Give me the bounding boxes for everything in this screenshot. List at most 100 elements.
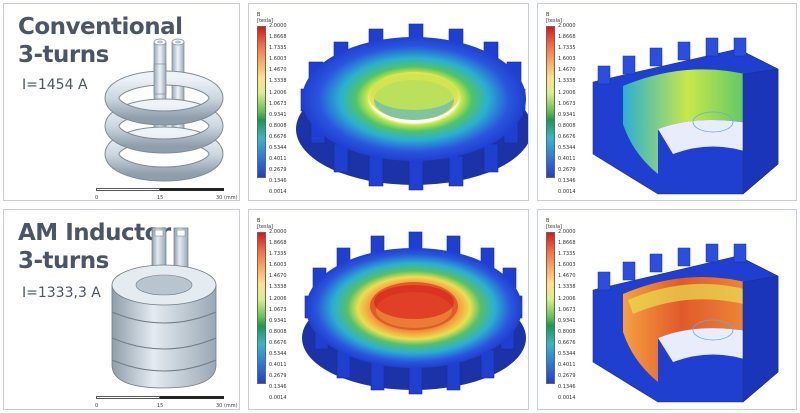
row1-current-label: I=1454 A [22, 77, 88, 93]
legend4-value: 2.0000 [558, 229, 576, 235]
row1-scale-tick-15: 15 [157, 195, 164, 201]
row2-scale-tick-30: 30 (mm) [216, 403, 238, 409]
legend4-unit: [tesla] [546, 224, 562, 230]
legend3-value: 0.1346 [269, 384, 287, 391]
legend1-value: 0.4011 [269, 156, 287, 163]
legend3-value: 0.0014 [269, 395, 287, 402]
row1-title-line1: Conventional [18, 14, 183, 40]
legend2-value: 0.6676 [558, 133, 576, 140]
legend1-value: 0.5344 [269, 145, 287, 152]
legend1-colorbar [257, 26, 266, 178]
legend3-value: 1.8668 [269, 240, 287, 247]
legend3-value: 0.4011 [269, 362, 287, 369]
legend1-value: 1.4670 [269, 67, 287, 74]
conventional-coil-image [104, 38, 224, 182]
legend2-value: 1.6003 [558, 56, 576, 63]
legend4-value: 1.2006 [558, 295, 576, 302]
legend2-value: 0.1346 [558, 178, 576, 185]
legend2-value: 1.7335 [558, 45, 576, 52]
legend2-value: 0.4011 [558, 156, 576, 163]
row1-scale-tick-30: 30 (mm) [216, 195, 238, 201]
conventional-gear-field-image [296, 23, 528, 191]
legend2-value: 0.8008 [558, 122, 576, 129]
am-gear-field-panel: B [tesla] 2.0000 1.8668 1.7335 1.6003 1.… [248, 209, 529, 410]
legend4-value: 1.0673 [558, 306, 576, 313]
legend2-value: 1.2006 [558, 89, 576, 96]
legend3-value: 2.0000 [269, 229, 287, 235]
legend4-value: 0.2679 [558, 373, 576, 380]
legend2-colorbar [546, 26, 555, 178]
legend3-colorbar [257, 232, 266, 384]
legend2-symbol: B [546, 12, 550, 18]
row2-title-line1: AM Inductor [18, 220, 171, 246]
conventional-coil-panel: Conventional 3-turns I=1454 A 0 15 30 [3, 3, 240, 201]
legend3-value: 0.6676 [269, 339, 287, 346]
legend4-value: 1.6003 [558, 262, 576, 269]
am-inductor-coil-image [111, 227, 217, 389]
legend1-value: 1.0673 [269, 100, 287, 107]
legend3-value: 0.2679 [269, 373, 287, 380]
conventional-gear-section-panel: B [tesla] 2.0000 1.8668 1.7335 1.6003 1.… [537, 3, 797, 201]
legend3-value: 1.7335 [269, 251, 287, 258]
legend1-value: 0.9341 [269, 111, 287, 118]
legend3-value: 0.9341 [269, 317, 287, 324]
legend2-value: 0.0014 [558, 189, 576, 196]
legend3-value: 1.0673 [269, 306, 287, 313]
legend1-value: 0.8008 [269, 122, 287, 129]
legend2-unit: [tesla] [546, 18, 562, 24]
row2-scale-tick-15: 15 [157, 403, 164, 409]
legend1-value: 2.0000 [269, 23, 287, 29]
conventional-gear-section-image [592, 37, 779, 195]
legend2-value: 1.3338 [558, 78, 576, 85]
legend2-value: 1.0673 [558, 100, 576, 107]
legend2-value: 1.4670 [558, 67, 576, 74]
legend3-value: 1.3338 [269, 284, 287, 291]
legend2-value: 2.0000 [558, 23, 576, 29]
legend4-value: 0.6676 [558, 339, 576, 346]
legend2-value: 0.9341 [558, 111, 576, 118]
row1-scale-tick-0: 0 [95, 195, 99, 201]
legend1-value: 0.2679 [269, 167, 287, 174]
legend1-symbol: B [257, 12, 261, 18]
legend3-unit: [tesla] [257, 224, 273, 230]
legend1-value: 1.8668 [269, 34, 287, 41]
legend2-value: 1.8668 [558, 34, 576, 41]
row1-title-line2: 3-turns [18, 42, 109, 68]
legend4-value: 1.4670 [558, 273, 576, 280]
legend2-value: 0.5344 [558, 145, 576, 152]
legend3-symbol: B [257, 218, 261, 224]
legend4-value: 1.8668 [558, 240, 576, 247]
legend3-value: 0.8008 [269, 328, 287, 335]
legend2-value: 0.2679 [558, 167, 576, 174]
conventional-gear-field-panel: B [tesla] 2.0000 1.8668 1.7335 1.6003 1.… [248, 3, 529, 201]
legend4-symbol: B [546, 218, 550, 224]
legend4-value: 0.8008 [558, 328, 576, 335]
row2-current-label: I=1333,3 A [22, 285, 101, 301]
legend1-value: 0.6676 [269, 133, 287, 140]
legend4-colorbar [546, 232, 555, 384]
legend4-value: 0.1346 [558, 384, 576, 391]
legend3-value: 1.2006 [269, 295, 287, 302]
legend1-value: 0.1346 [269, 178, 287, 185]
legend4-value: 0.4011 [558, 362, 576, 369]
legend1-value: 1.7335 [269, 45, 287, 52]
am-inductor-panel: AM Inductor 3-turns I=1333,3 A 0 15 30 (… [3, 209, 240, 410]
legend3-value: 1.4670 [269, 273, 287, 280]
legend1-unit: [tesla] [257, 18, 273, 24]
row1-scale-bar: 0 15 30 (mm) [95, 188, 238, 200]
am-gear-section-image [592, 243, 779, 403]
row2-scale-tick-0: 0 [95, 403, 99, 409]
legend1-value: 0.0014 [269, 189, 287, 196]
legend1-value: 1.3338 [269, 78, 287, 85]
legend4-value: 1.3338 [558, 284, 576, 291]
am-gear-section-panel: B [tesla] 2.0000 1.8668 1.7335 1.6003 1.… [537, 209, 797, 410]
legend4-value: 1.7335 [558, 251, 576, 258]
row2-title-line2: 3-turns [18, 248, 109, 274]
legend3-value: 1.6003 [269, 262, 287, 269]
legend4-value: 0.9341 [558, 317, 576, 324]
legend4-value: 0.5344 [558, 351, 576, 358]
legend1-value: 1.2006 [269, 89, 287, 96]
legend1-value: 1.6003 [269, 56, 287, 63]
am-gear-field-image [302, 231, 526, 395]
legend4-value: 0.0014 [558, 395, 576, 402]
